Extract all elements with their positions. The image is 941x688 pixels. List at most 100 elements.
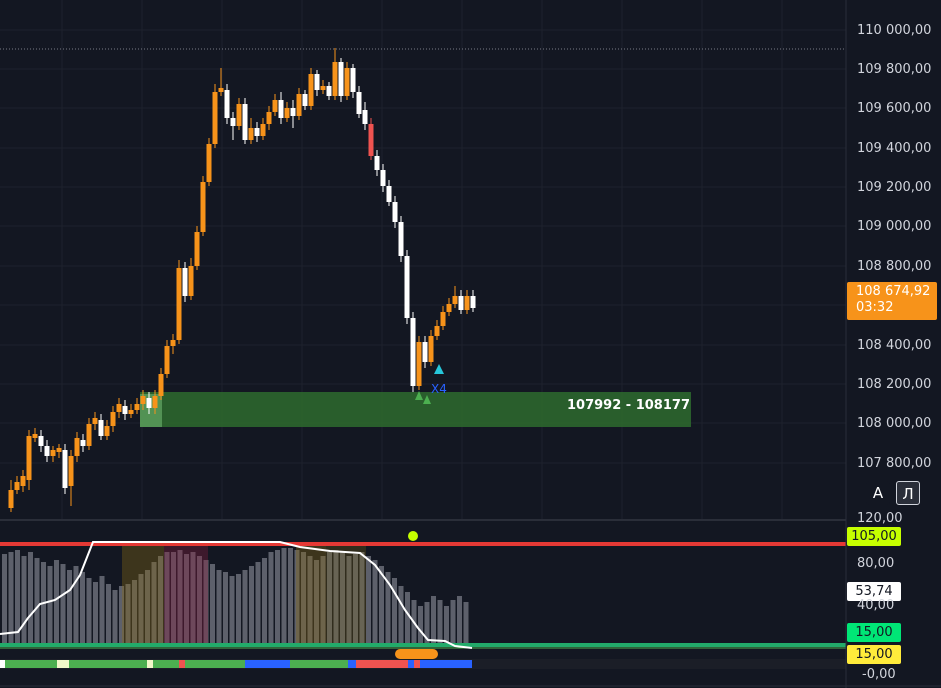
oscillator-bar: [184, 554, 189, 645]
oscillator-bars: [2, 548, 469, 645]
oscillator-bar: [366, 556, 371, 645]
candle-body: [8, 490, 14, 508]
candle-body: [320, 86, 326, 90]
osc-tick-40: 40,00: [857, 598, 895, 613]
bar-countdown: 03:32: [856, 300, 894, 315]
oscillator-bar: [164, 552, 170, 645]
candle-body: [134, 404, 140, 410]
oscillator-bar: [99, 576, 105, 645]
oscillator-bar: [353, 554, 358, 645]
candle-body: [224, 90, 230, 118]
oscillator-bar: [307, 556, 313, 645]
candle-body: [74, 438, 80, 456]
candle-body: [32, 434, 38, 438]
candle-body: [296, 94, 302, 116]
candle-body: [248, 128, 254, 140]
candle-body: [380, 170, 386, 186]
candle-body: [374, 156, 380, 170]
price-tick: 109 600,00: [857, 101, 932, 116]
price-tick: 109 000,00: [857, 219, 932, 234]
oscillator-bar: [281, 548, 287, 645]
candle-body: [356, 92, 362, 114]
candle-body: [218, 88, 224, 92]
oscillator-bar: [255, 562, 261, 645]
candle-body: [278, 100, 284, 118]
oscillator-bar: [320, 556, 326, 645]
candle-body: [428, 336, 434, 362]
candle-body: [110, 412, 116, 426]
oscillator-line: [0, 541, 473, 649]
oscillator-bar: [372, 560, 378, 645]
candle-body: [260, 124, 266, 136]
candle-body: [98, 420, 104, 436]
candle-body: [446, 304, 452, 312]
oscillator-bar: [210, 564, 215, 645]
candle-body: [434, 326, 440, 336]
candle-body: [20, 476, 26, 486]
candle-body: [302, 94, 308, 106]
oscillator-bar: [8, 552, 14, 645]
lower-band-badge-2: 15,00: [847, 645, 901, 664]
candle-body: [128, 410, 134, 414]
candle-body: [458, 296, 464, 310]
candle-body: [440, 312, 446, 326]
oscillator-bar: [262, 558, 267, 645]
oscillator-bar: [145, 570, 150, 645]
osc-zone-orange-2: [296, 545, 326, 645]
oscillator-bar: [418, 606, 423, 645]
oscillator-value-badge: 53,74: [847, 582, 901, 601]
oscillator-bar: [106, 584, 111, 645]
support-zone: [140, 392, 691, 427]
candle-body: [452, 296, 458, 304]
candle-body: [68, 456, 74, 486]
oscillator-bar: [327, 552, 332, 645]
oscillator-bar: [151, 562, 157, 645]
candle-body: [416, 342, 422, 386]
oscillator-bar: [385, 572, 391, 645]
candle-body: [362, 110, 368, 124]
log-scale-button[interactable]: Л: [896, 481, 920, 505]
candle-body: [422, 342, 428, 362]
candle-body: [206, 144, 212, 182]
oscillator-bar: [249, 566, 254, 645]
oscillator-bar: [177, 550, 183, 645]
candle-body: [308, 74, 314, 106]
current-price-label: 108 674,92 03:32: [847, 282, 937, 320]
oscillator-bar: [223, 572, 228, 645]
oscillator-bar: [457, 596, 462, 645]
oscillator-bar: [60, 564, 66, 645]
candle-body: [26, 436, 32, 480]
candle-body: [14, 482, 20, 490]
oscillator-bar: [379, 566, 384, 645]
upper-band-badge: 105,00: [847, 527, 901, 546]
oscillator-bar: [437, 600, 443, 645]
candle-body: [242, 104, 248, 140]
oscillator-bar: [67, 570, 72, 645]
osc-orange-marker: [395, 649, 438, 659]
oscillator-bar: [112, 590, 118, 645]
osc-signal-dot: [408, 531, 418, 541]
candle-body: [392, 202, 398, 222]
price-tick: 108 800,00: [857, 259, 932, 274]
candle-body: [38, 436, 44, 446]
candle-body: [386, 186, 392, 202]
oscillator-bar: [450, 600, 456, 645]
candle-body: [104, 426, 110, 436]
oscillator-bar: [314, 560, 319, 645]
candles: [8, 48, 476, 512]
candle-body: [332, 62, 338, 96]
candle-body: [344, 68, 350, 96]
oscillator-bar: [80, 572, 85, 645]
oscillator-bar: [47, 566, 53, 645]
auto-scale-button[interactable]: A: [866, 481, 890, 505]
current-price-value: 108 674,92: [856, 284, 931, 299]
grid-lines: [0, 0, 846, 520]
candle-body: [272, 100, 278, 112]
oscillator-bar: [236, 574, 241, 645]
candle-body: [350, 68, 356, 92]
oscillator-bar: [359, 552, 365, 645]
price-tick: 109 400,00: [857, 141, 932, 156]
candle-body: [194, 232, 200, 266]
candle-body: [338, 62, 344, 96]
